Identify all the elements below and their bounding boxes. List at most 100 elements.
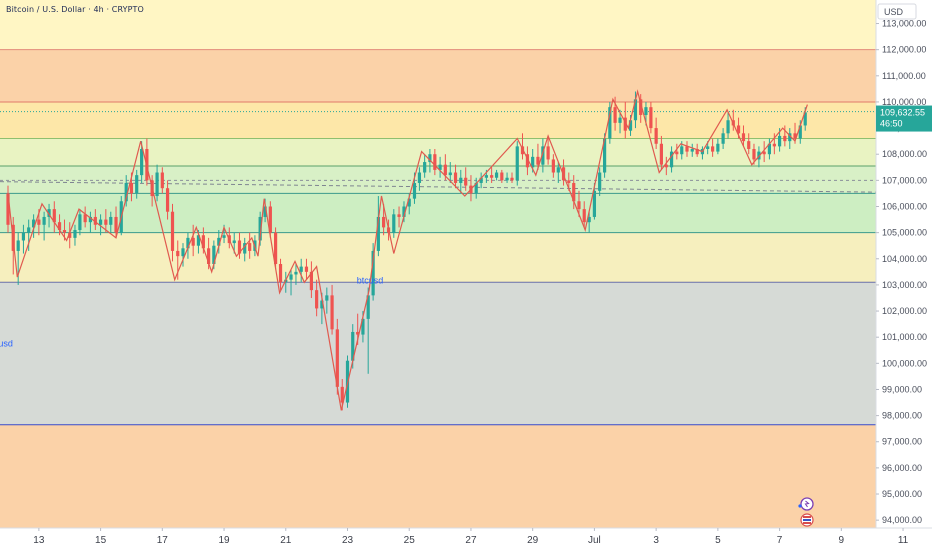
candle-body [531,156,535,168]
candle-120 [623,101,627,139]
price-tick-label: 99,000.00 [882,384,922,394]
candle-18 [98,214,103,236]
zigzag-overlay [7,89,808,411]
candle-body [27,227,31,233]
candle-body [191,237,195,246]
price-tick-label: 103,000.00 [882,280,927,290]
candle-body [659,143,663,165]
currency-selector[interactable]: USD [877,3,917,20]
price-tick-label: 97,000.00 [882,437,922,447]
candle-144 [747,133,751,155]
candle-95 [494,169,499,181]
candle-body [793,133,797,139]
candle-body [376,216,380,251]
candle-151 [783,125,787,147]
candle-body [423,162,427,173]
candle-body [304,266,309,272]
candle-body [196,235,201,246]
candle-body [278,264,283,283]
candle-98 [510,172,514,183]
candle-4 [27,219,31,251]
candle-body [114,216,118,233]
alert-icon[interactable] [798,497,814,511]
candle-countdown: 46:50 [880,119,903,129]
candle-body [212,245,216,264]
trend-line-dashed [0,181,877,193]
current-price-label: 109,632.55 46:50 [876,105,932,132]
candle-body [690,148,694,152]
candle-body [299,266,303,272]
candle-body [186,237,190,249]
zone-band-3 [0,138,876,166]
candle-body [88,216,93,223]
candle-62 [325,287,329,314]
candle-body [479,177,483,183]
time-tick-label: 23 [342,535,354,546]
candle-body [623,117,627,131]
candle-91 [474,177,478,199]
candle-body [160,172,164,189]
candle-body [402,206,406,217]
candle-70 [366,287,370,374]
candle-60 [315,279,319,317]
time-tick-label: 21 [280,535,292,546]
price-tick-label: 101,000.00 [882,332,927,342]
candle-body [520,146,525,155]
candle-53 [278,258,283,291]
candle-body [243,243,247,254]
candle-103 [536,143,540,170]
candle-body [783,135,787,142]
candle-14 [78,209,82,236]
price-tick-label: 112,000.00 [882,45,926,55]
candle-35 [186,232,190,259]
candle-body [448,172,452,176]
candle-12 [68,222,72,249]
annotation-label-1: btcusd [357,276,384,286]
candle-133 [690,143,694,157]
candle-55 [289,269,293,296]
candle-body [695,148,699,155]
candle-87 [453,164,458,189]
candle-16 [88,211,93,233]
candle-body [155,172,159,197]
time-tick-label: 11 [898,535,909,546]
candle-99 [515,141,519,186]
price-tick-label: 95,000.00 [882,489,922,499]
time-tick-label: 5 [715,535,721,546]
candle-106 [551,154,555,178]
candle-117 [608,101,612,144]
price-tick-label: 106,000.00 [882,201,927,211]
candle-56 [294,264,298,285]
candle-127 [659,135,663,170]
time-axis[interactable] [0,527,932,550]
candle-body [104,219,108,225]
candle-58 [304,258,309,280]
time-tick-label: 9 [839,535,845,546]
zone-band-2 [0,101,876,139]
candle-145 [752,143,756,165]
candle-64 [335,318,339,395]
time-tick-label: 3 [653,535,659,546]
flag-icon[interactable] [800,513,814,527]
candle-body [464,177,468,186]
candle-body [711,146,715,152]
price-axis[interactable] [875,0,932,528]
candle-body [536,156,540,165]
current-price-value: 109,632.55 [880,108,925,118]
candle-17 [93,209,97,231]
candle-57 [299,258,303,283]
candle-body [356,331,360,335]
candle-body [443,164,447,176]
candle-body [680,146,684,155]
candle-3 [21,224,26,254]
price-tick-label: 102,000.00 [882,306,927,316]
candle-body [62,230,67,233]
candle-19 [104,209,108,233]
candle-104 [541,138,545,173]
candle-10 [57,214,62,236]
candle-63 [330,284,334,335]
candle-body [309,271,313,291]
candle-body [546,146,550,160]
candle-body [762,151,766,155]
